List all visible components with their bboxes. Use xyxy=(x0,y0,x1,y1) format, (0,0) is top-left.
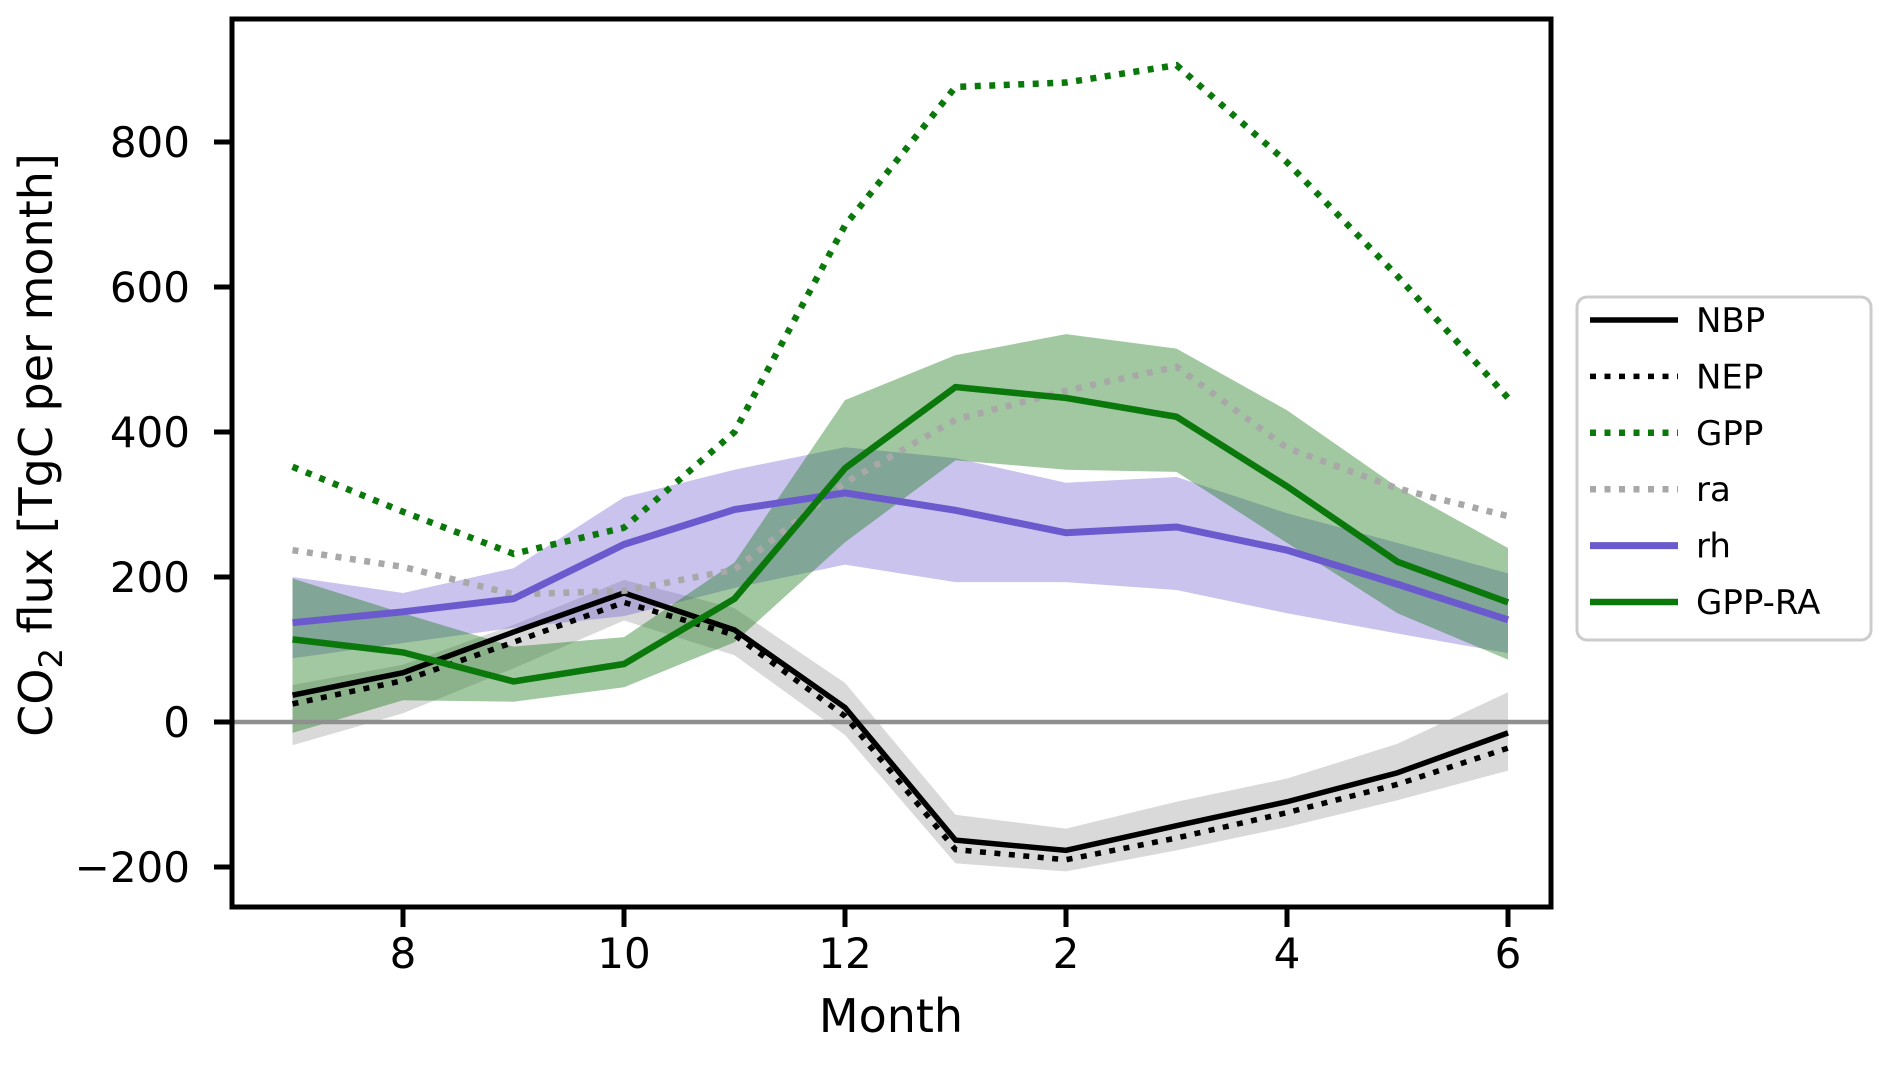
legend-label-rh: rh xyxy=(1696,527,1731,567)
legend-label-gpp: GPP xyxy=(1696,414,1763,454)
y-axis-label-prefix: CO xyxy=(9,668,63,737)
series-line-rh xyxy=(292,489,1510,627)
nbp-uncertainty-band xyxy=(292,579,1508,872)
legend-label-nep: NEP xyxy=(1696,357,1763,397)
x-tick-label: 4 xyxy=(1274,929,1301,978)
x-tick-label: 6 xyxy=(1495,929,1522,978)
series-line-gpp xyxy=(291,61,1511,558)
y-tick-label: 0 xyxy=(163,698,190,747)
x-tick-label: 2 xyxy=(1053,929,1080,978)
legend-label-ra: ra xyxy=(1696,470,1731,510)
y-tick-label: 800 xyxy=(110,118,190,167)
y-axis-label-subscript: 2 xyxy=(32,648,71,669)
y-tick-label: −200 xyxy=(75,843,190,892)
x-axis-label: Month xyxy=(818,989,964,1043)
y-tick-label: 600 xyxy=(110,263,190,312)
y-tick-label: 400 xyxy=(110,408,190,457)
x-tick-label: 10 xyxy=(597,929,650,978)
legend-box xyxy=(1575,295,1873,642)
x-tick-label: 12 xyxy=(818,929,871,978)
y-axis-label: CO2 flux [TgC per month] xyxy=(9,153,70,737)
y-axis-label-suffix: flux [TgC per month] xyxy=(9,153,63,649)
legend-label-gpp-ra: GPP-RA xyxy=(1696,583,1820,623)
plot-frame xyxy=(229,16,1554,910)
series-line-nep xyxy=(291,599,1509,863)
series-line-nbp xyxy=(291,590,1509,854)
series-line-ra xyxy=(292,363,1509,598)
x-tick-label: 8 xyxy=(390,929,417,978)
legend-label-nbp: NBP xyxy=(1696,301,1765,341)
y-tick-label: 200 xyxy=(110,553,190,602)
series-line-gpp-ra xyxy=(292,383,1510,685)
